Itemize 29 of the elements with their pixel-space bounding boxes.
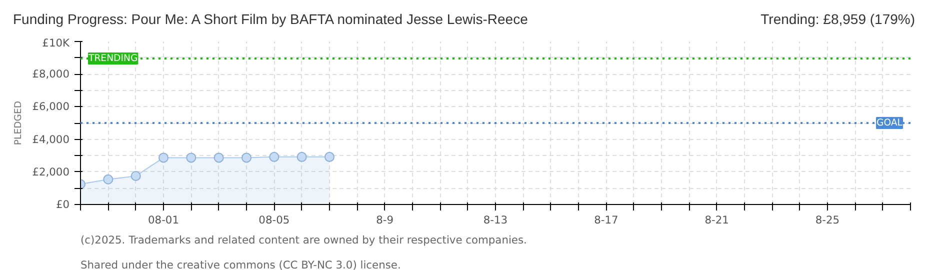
x-tick-label: 8-21 xyxy=(704,214,729,226)
x-tick-label: 8-9 xyxy=(376,214,394,226)
x-tick-label: 8-17 xyxy=(594,214,618,226)
point xyxy=(186,152,196,163)
x-tick-label: 08-05 xyxy=(258,214,290,226)
y-tick-label: £6,000 xyxy=(32,100,70,114)
y-tick-label: £0 xyxy=(56,198,70,211)
point xyxy=(324,152,334,162)
x-tick-label: 08-01 xyxy=(148,214,179,226)
point xyxy=(158,152,168,163)
y-tick-label: £4,000 xyxy=(32,132,70,146)
y-axis-title: PLEDGED xyxy=(13,100,24,146)
chart-title: Funding Progress: Pour Me: A Short Film by BAFTA nominated Jesse Lewis-Reece xyxy=(13,10,528,29)
x-tick-label: 8-25 xyxy=(815,214,840,226)
ref-line-label: GOAL xyxy=(876,118,904,128)
y-tick-label: £8,000 xyxy=(32,68,70,81)
point xyxy=(103,174,114,184)
chart-subtitle: Trending: £8,959 (179%) xyxy=(760,10,915,29)
point xyxy=(242,152,252,163)
text: (c)2025. Trademarks and related content are owned by their respective companies. xyxy=(80,234,527,246)
point xyxy=(130,170,141,181)
point xyxy=(269,152,280,162)
point xyxy=(296,152,307,162)
text: Shared under the creative commons (CC BY-NC 3.0) license. xyxy=(80,258,401,270)
y-tick-label: £10K xyxy=(42,36,71,50)
y-tick-label: £2,000 xyxy=(32,165,70,178)
ref-line-label: TRENDING xyxy=(88,52,138,64)
point xyxy=(214,152,224,163)
x-tick-label: 8-13 xyxy=(483,214,508,226)
